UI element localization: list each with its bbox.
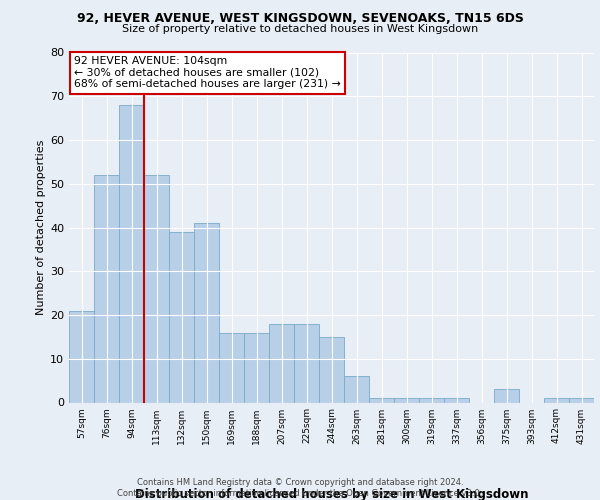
Bar	[294, 324, 319, 402]
Bar	[144, 175, 169, 402]
Bar	[419, 398, 444, 402]
Bar	[69, 310, 94, 402]
Bar	[119, 105, 144, 403]
Bar	[569, 398, 594, 402]
Text: Size of property relative to detached houses in West Kingsdown: Size of property relative to detached ho…	[122, 24, 478, 34]
Text: 92 HEVER AVENUE: 104sqm
← 30% of detached houses are smaller (102)
68% of semi-d: 92 HEVER AVENUE: 104sqm ← 30% of detache…	[74, 56, 341, 89]
Y-axis label: Number of detached properties: Number of detached properties	[36, 140, 46, 315]
Bar	[369, 398, 394, 402]
Bar	[394, 398, 419, 402]
Bar	[494, 390, 519, 402]
Bar	[344, 376, 369, 402]
Bar	[194, 223, 219, 402]
Bar	[444, 398, 469, 402]
X-axis label: Distribution of detached houses by size in West Kingsdown: Distribution of detached houses by size …	[135, 488, 528, 500]
Bar	[94, 175, 119, 402]
Text: 92, HEVER AVENUE, WEST KINGSDOWN, SEVENOAKS, TN15 6DS: 92, HEVER AVENUE, WEST KINGSDOWN, SEVENO…	[77, 12, 523, 26]
Bar	[244, 332, 269, 402]
Bar	[269, 324, 294, 402]
Bar	[544, 398, 569, 402]
Bar	[219, 332, 244, 402]
Text: Contains HM Land Registry data © Crown copyright and database right 2024.
Contai: Contains HM Land Registry data © Crown c…	[118, 478, 482, 498]
Bar	[169, 232, 194, 402]
Bar	[319, 337, 344, 402]
